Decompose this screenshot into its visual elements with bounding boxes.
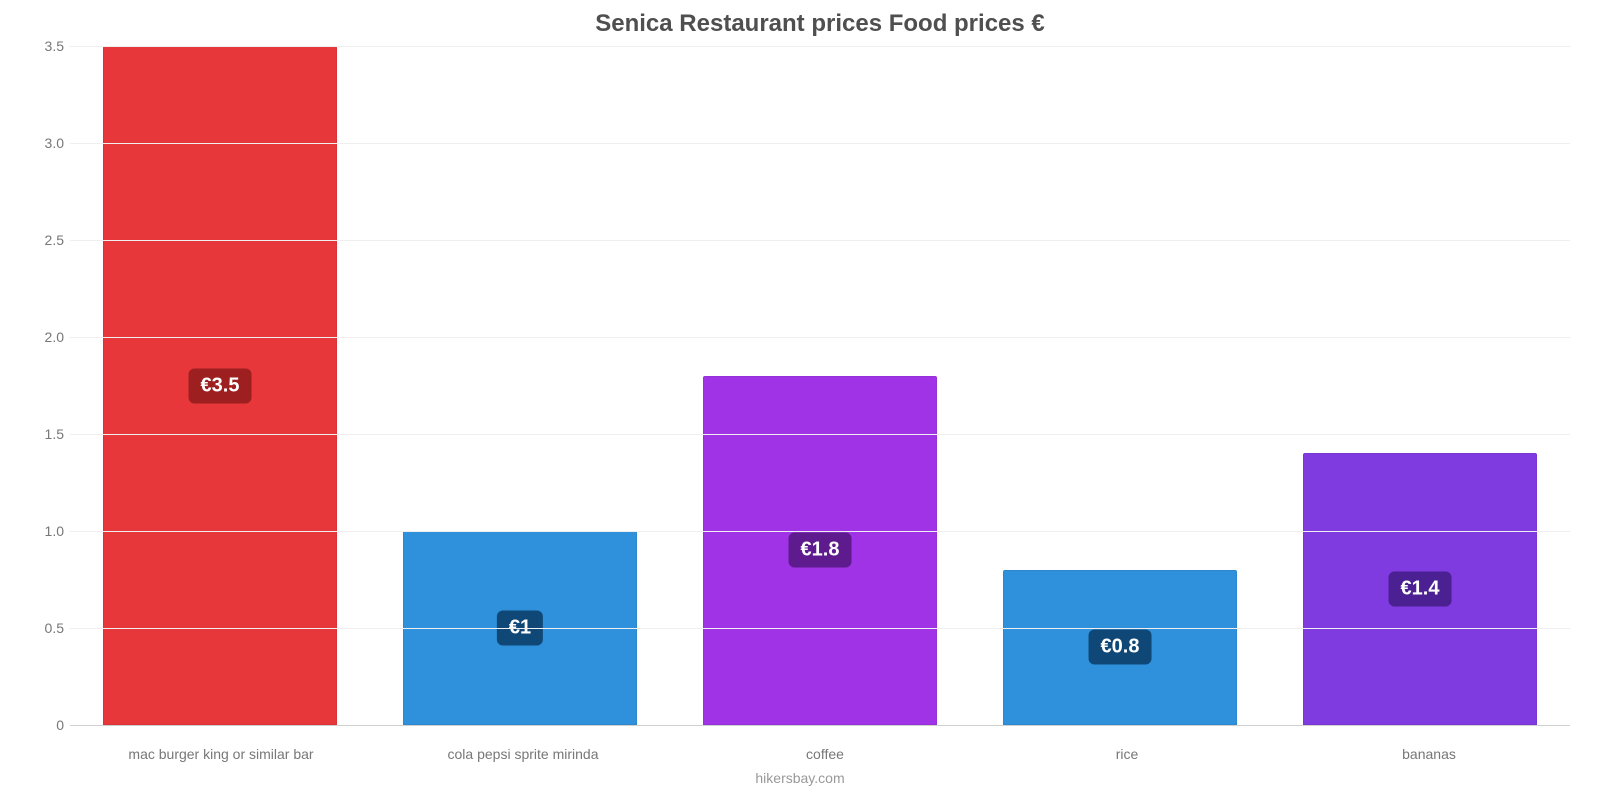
- grid-line: [70, 531, 1570, 532]
- chart-title: Senica Restaurant prices Food prices €: [60, 10, 1580, 38]
- bar: €1.8: [703, 376, 937, 725]
- y-tick-label: 2.5: [30, 232, 64, 248]
- grid-line: [70, 240, 1570, 241]
- grid-line: [70, 143, 1570, 144]
- y-tick-label: 0.5: [30, 620, 64, 636]
- x-tick-label: mac burger king or similar bar: [70, 746, 372, 762]
- bar: €0.8: [1003, 570, 1237, 725]
- y-tick-label: 1.5: [30, 426, 64, 442]
- bar-slot: €1: [370, 46, 670, 725]
- x-tick-label: coffee: [674, 746, 976, 762]
- price-chart: Senica Restaurant prices Food prices € €…: [0, 0, 1600, 800]
- y-tick-label: 0: [30, 717, 64, 733]
- grid-line: [70, 337, 1570, 338]
- bars-container: €3.5 €1 €1.8 €0.8 €1.4: [70, 46, 1570, 725]
- x-tick-label: rice: [976, 746, 1278, 762]
- bar: €3.5: [103, 46, 337, 725]
- value-badge: €3.5: [189, 368, 252, 403]
- plot-area: €3.5€1€1.8€0.8€1.4 00.51.01.52.02.53.03.…: [70, 46, 1570, 726]
- y-tick-label: 3.5: [30, 38, 64, 54]
- value-badge: €0.8: [1089, 630, 1152, 665]
- y-tick-label: 2.0: [30, 329, 64, 345]
- x-tick-label: cola pepsi sprite mirinda: [372, 746, 674, 762]
- bar-slot: €1.8: [670, 46, 970, 725]
- bar-slot: €1.4: [1270, 46, 1570, 725]
- grid-line: [70, 628, 1570, 629]
- x-axis-labels: mac burger king or similar barcola pepsi…: [70, 746, 1580, 762]
- bar-slot: €0.8: [970, 46, 1270, 725]
- y-tick-label: 1.0: [30, 523, 64, 539]
- value-badge: €1.4: [1389, 572, 1452, 607]
- value-badge: €1.8: [789, 533, 852, 568]
- y-tick-label: 3.0: [30, 135, 64, 151]
- bar-slot: €3.5: [70, 46, 370, 725]
- x-tick-label: bananas: [1278, 746, 1580, 762]
- grid-line: [70, 434, 1570, 435]
- bar: €1.4: [1303, 453, 1537, 725]
- grid-line: [70, 46, 1570, 47]
- chart-source: hikersbay.com: [0, 770, 1600, 786]
